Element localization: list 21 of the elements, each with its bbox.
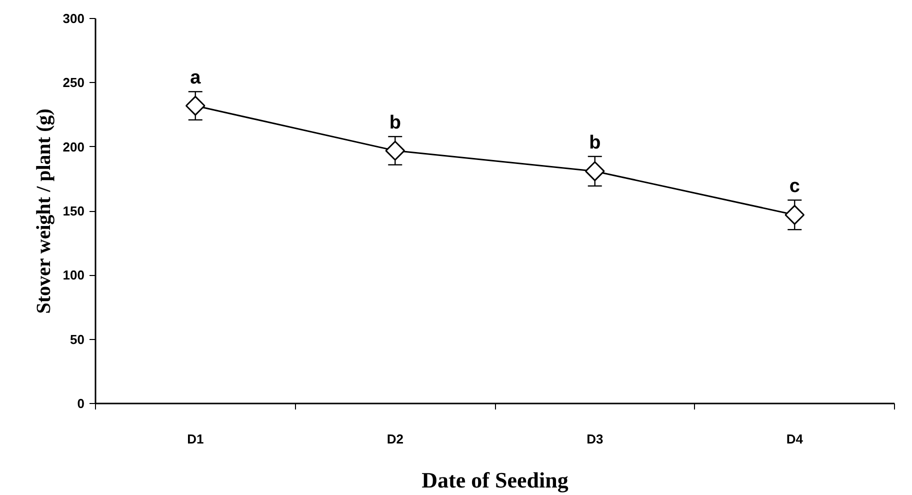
y-axis-title: Stover weight / plant (g): [32, 108, 55, 314]
annotation: c: [789, 176, 800, 198]
y-tick-label: 50: [70, 332, 85, 347]
annotation: a: [190, 68, 202, 89]
point: [385, 140, 406, 161]
y-tick-label: 300: [62, 11, 85, 26]
y-tick-label: 150: [62, 204, 85, 218]
x-tick-label: D1: [187, 432, 204, 446]
point: [784, 204, 805, 225]
y-tick-label: 100: [62, 268, 85, 283]
x-tick-label: D4: [786, 432, 804, 446]
x-tick-label: D2: [386, 432, 404, 446]
annotation: b: [589, 132, 601, 154]
point: [185, 96, 206, 116]
x-tick-label: D3: [586, 432, 604, 446]
point: [584, 161, 605, 182]
annotation: b: [389, 112, 401, 134]
y-tick-label: 250: [62, 75, 85, 90]
y-tick-label: 200: [62, 139, 85, 154]
x-axis-title: Date of Seeding: [422, 468, 568, 492]
y-tick-label: 0: [77, 396, 85, 411]
